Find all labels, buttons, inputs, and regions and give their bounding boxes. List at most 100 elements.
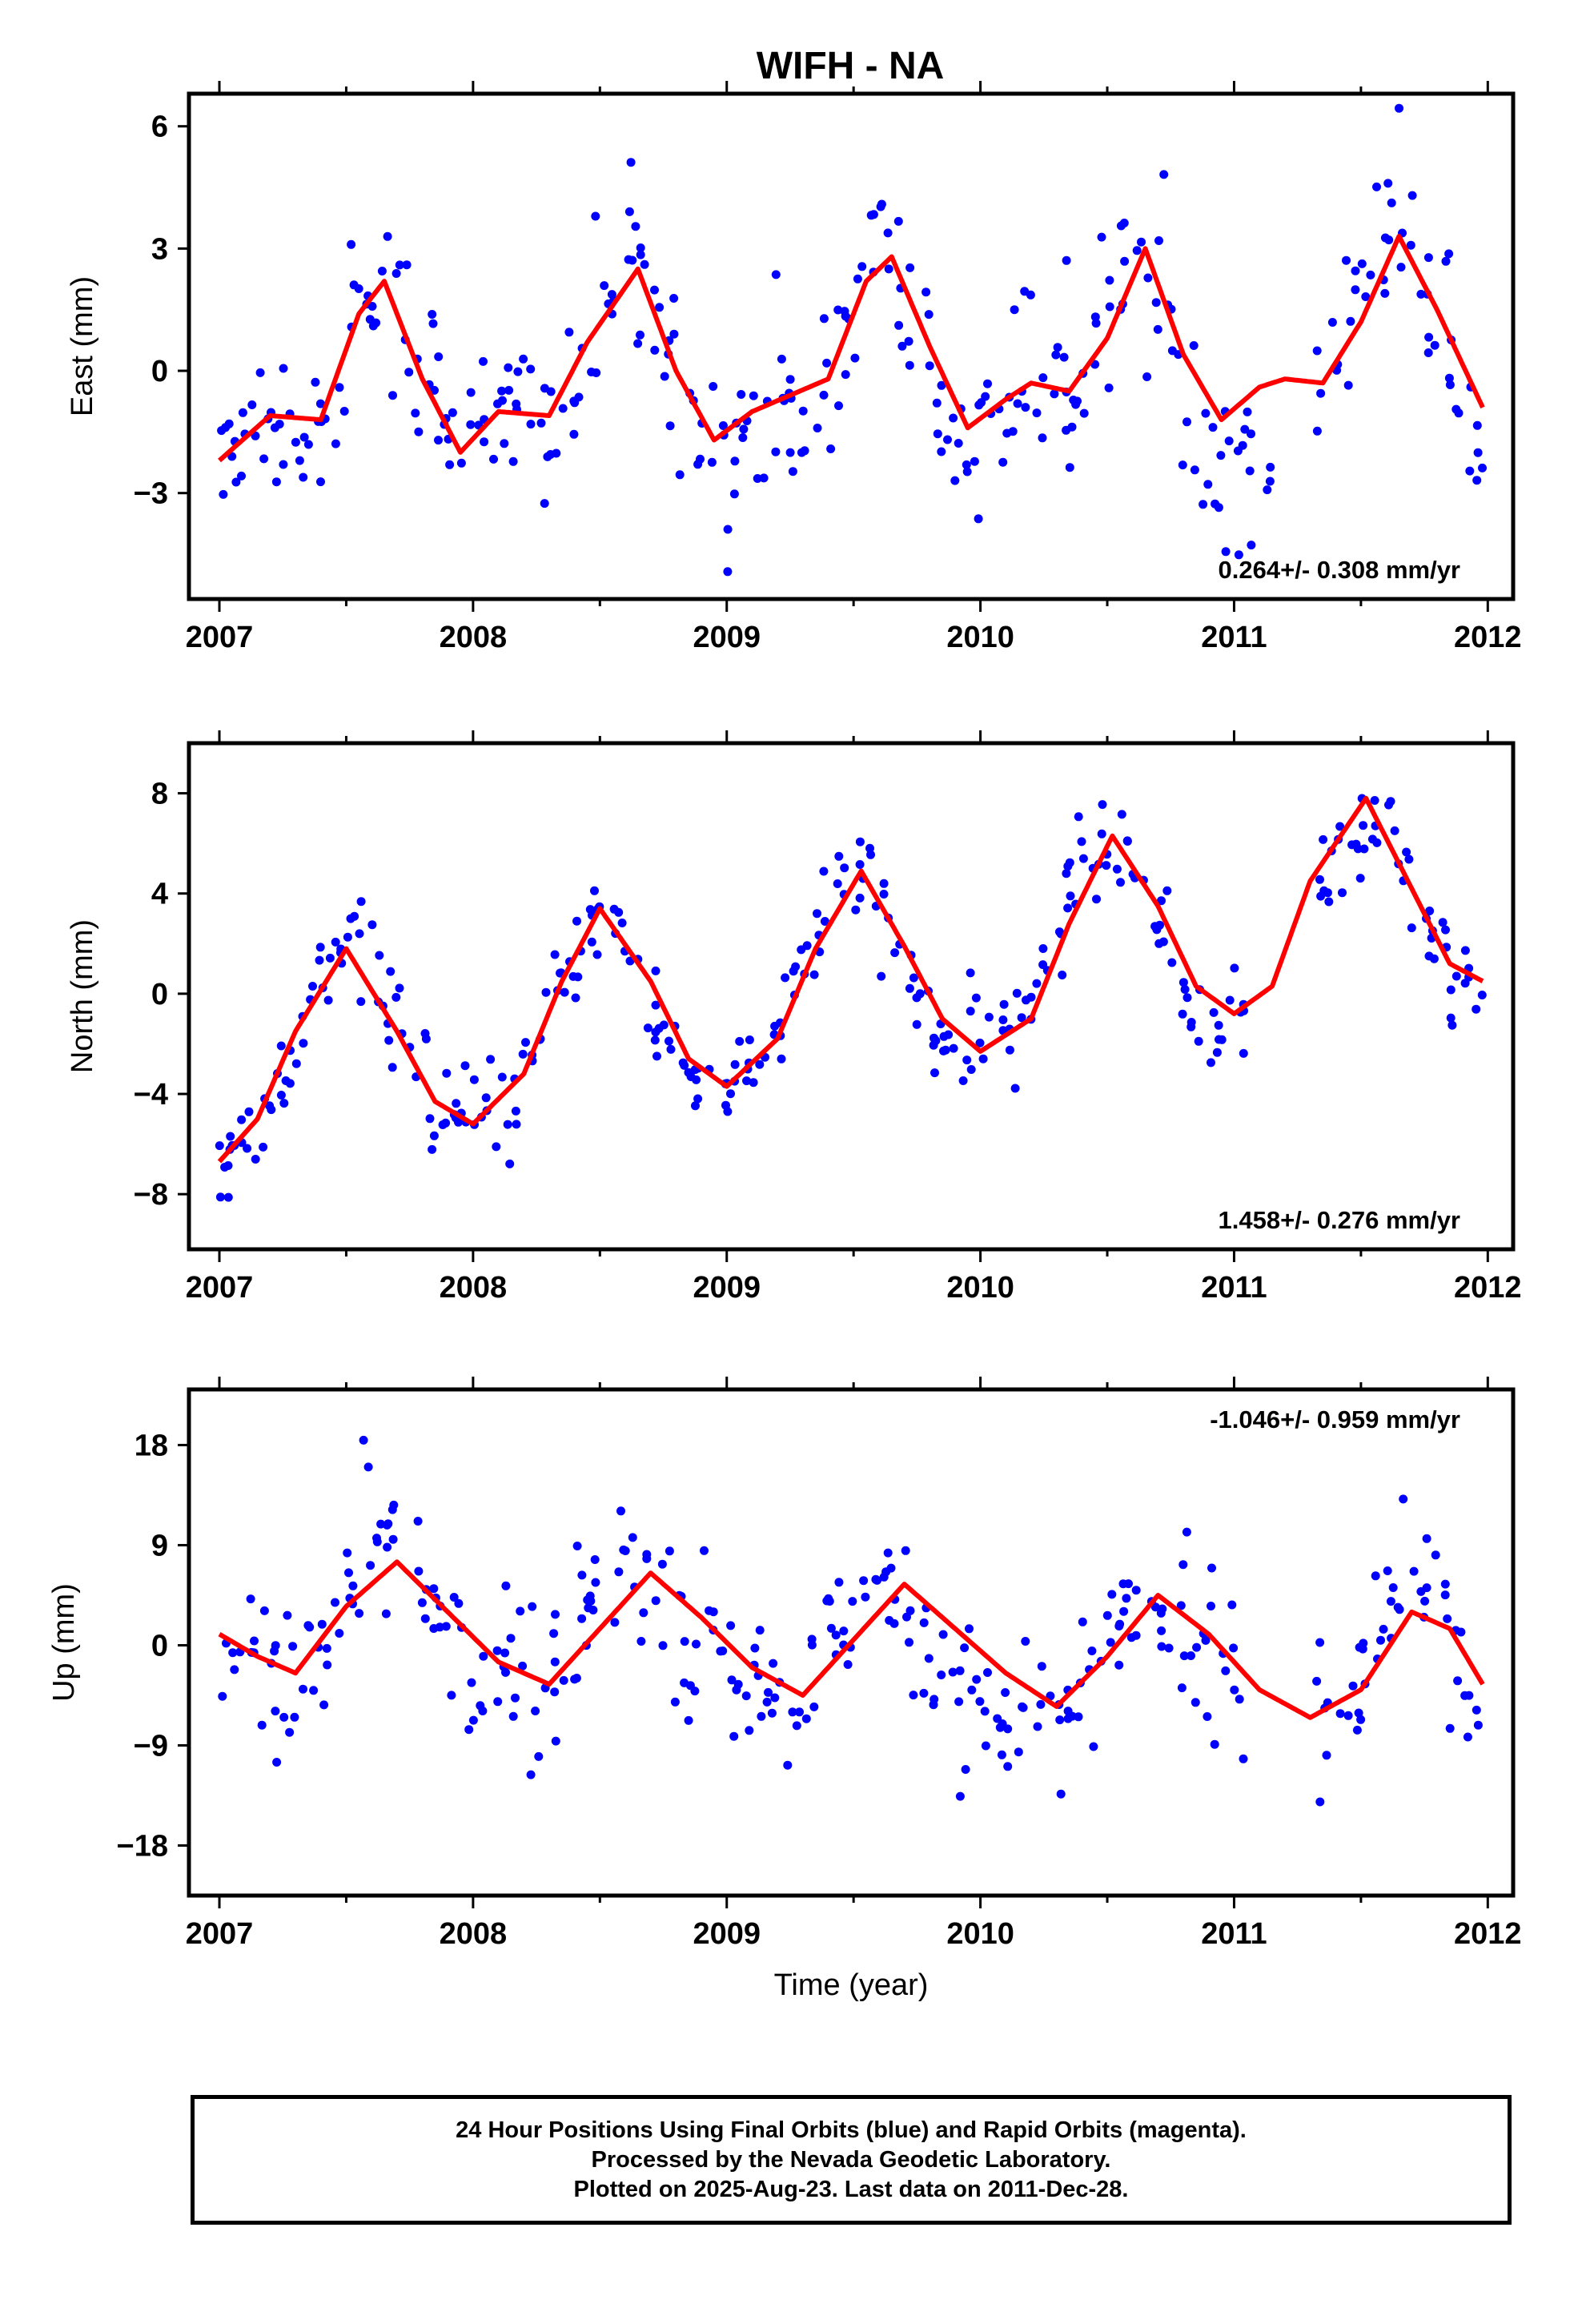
data-point — [975, 1038, 985, 1047]
data-point — [215, 1192, 225, 1202]
data-point — [590, 1555, 600, 1564]
data-point — [723, 1107, 733, 1116]
data-point — [1319, 834, 1328, 844]
data-point — [943, 435, 952, 444]
data-point — [1388, 1583, 1398, 1592]
data-point — [759, 473, 769, 483]
data-point — [383, 1520, 391, 1530]
data-point — [1098, 800, 1107, 810]
data-point — [1201, 1635, 1211, 1645]
data-point — [890, 948, 900, 958]
data-point — [1395, 1605, 1404, 1614]
data-point — [954, 1697, 964, 1707]
data-point — [735, 1036, 745, 1046]
data-point — [504, 385, 514, 395]
x-tick-label: 2012 — [1454, 1917, 1522, 1951]
data-point — [1370, 796, 1379, 805]
data-point — [1143, 273, 1153, 283]
data-point — [600, 281, 609, 291]
data-point — [290, 1712, 299, 1722]
y-tick-label: 6 — [151, 111, 168, 144]
data-point — [1159, 170, 1169, 179]
data-point — [528, 1602, 537, 1611]
data-point — [723, 525, 733, 534]
data-point — [391, 269, 401, 278]
data-point — [435, 1622, 444, 1632]
data-point — [402, 260, 412, 270]
data-point — [1386, 797, 1395, 806]
data-point — [1132, 246, 1142, 255]
data-point — [1116, 221, 1126, 231]
data-point — [1452, 404, 1461, 414]
data-point — [243, 1144, 252, 1153]
data-point — [696, 454, 705, 464]
data-point — [534, 1751, 544, 1761]
data-point — [447, 1691, 456, 1700]
data-point — [1361, 292, 1371, 301]
data-point — [479, 356, 488, 366]
data-point — [962, 1055, 972, 1065]
scatter-points-north — [215, 794, 1487, 1202]
data-point — [684, 1715, 693, 1725]
data-point — [434, 352, 444, 361]
data-point — [367, 302, 377, 311]
data-point — [1058, 971, 1067, 979]
data-point — [1199, 500, 1208, 509]
data-point — [620, 1546, 630, 1555]
data-point — [322, 1643, 331, 1653]
data-point — [636, 243, 645, 252]
footer-line-2: Processed by the Nevada Geodetic Laborat… — [591, 2146, 1111, 2173]
data-point — [1390, 826, 1399, 835]
data-point — [536, 418, 546, 428]
data-point — [309, 1686, 319, 1695]
data-point — [1323, 888, 1332, 898]
data-point — [822, 358, 832, 368]
data-point — [591, 1578, 600, 1587]
x-tick-label: 2012 — [1454, 1271, 1522, 1305]
data-point — [305, 1622, 315, 1632]
data-point — [659, 1020, 669, 1030]
data-point — [767, 1708, 777, 1718]
data-point — [1452, 971, 1461, 981]
data-point — [834, 851, 844, 861]
data-point — [1477, 991, 1487, 999]
data-point — [1445, 380, 1455, 389]
data-point — [757, 1711, 766, 1721]
data-point — [1005, 1045, 1014, 1055]
data-point — [1460, 946, 1470, 955]
data-point — [730, 1059, 740, 1069]
data-point — [1221, 547, 1231, 557]
data-point — [511, 1106, 520, 1116]
data-point — [518, 1049, 528, 1059]
data-point — [1137, 237, 1146, 247]
data-point — [933, 429, 942, 439]
scatter-points-up — [218, 1435, 1483, 1807]
data-point — [1416, 289, 1426, 299]
data-point — [628, 255, 637, 265]
data-point — [984, 1012, 994, 1022]
data-point — [944, 1030, 954, 1039]
data-point — [1186, 1022, 1196, 1031]
data-point — [1177, 1683, 1186, 1693]
data-point — [1190, 465, 1199, 475]
data-point — [1221, 1666, 1231, 1675]
data-point — [1338, 888, 1347, 898]
data-point — [1233, 446, 1243, 456]
data-point — [323, 995, 333, 1005]
data-point — [1112, 864, 1122, 874]
data-point — [513, 367, 523, 376]
data-point — [1182, 417, 1191, 427]
data-point — [1055, 1715, 1065, 1725]
data-point — [930, 1068, 939, 1078]
data-point — [965, 1624, 974, 1634]
data-point — [526, 1770, 536, 1779]
data-point — [1266, 462, 1275, 472]
data-point — [948, 1667, 958, 1677]
data-point — [489, 454, 498, 464]
data-point — [850, 353, 860, 363]
data-point — [486, 1055, 496, 1064]
data-point — [883, 228, 893, 238]
data-point — [1056, 1789, 1066, 1799]
data-point — [387, 1063, 397, 1072]
data-point — [315, 943, 325, 952]
